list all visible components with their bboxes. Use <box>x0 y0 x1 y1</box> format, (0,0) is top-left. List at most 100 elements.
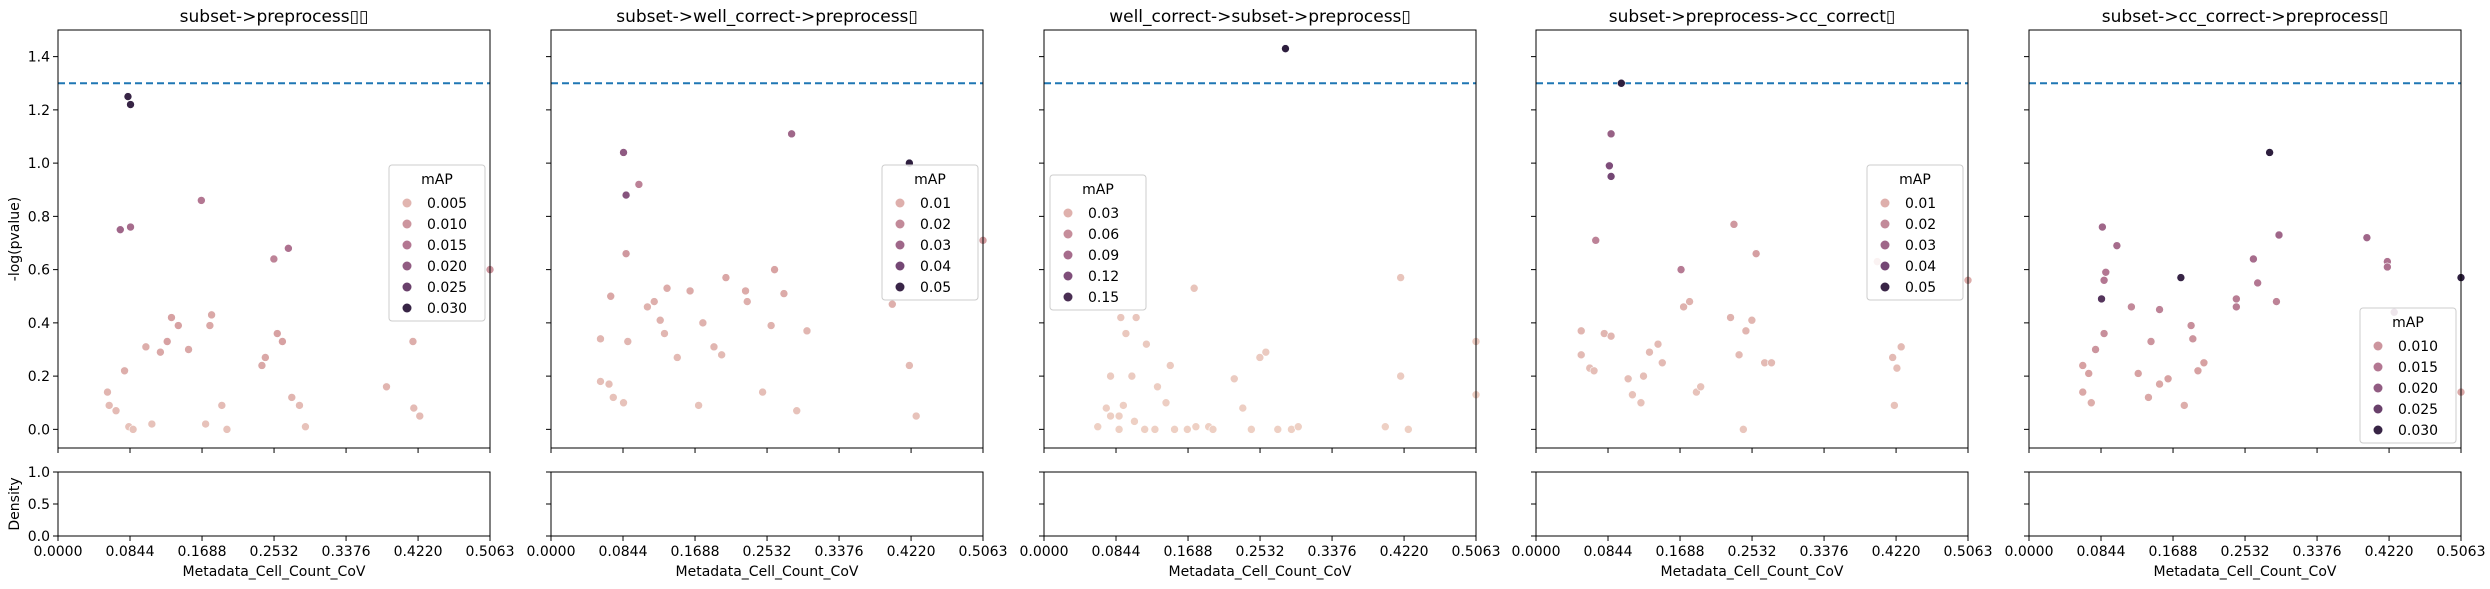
scatter-point <box>301 422 310 432</box>
scatter-points <box>596 129 988 421</box>
legend-marker <box>2373 404 2383 414</box>
x-tick-label: 0.3376 <box>1308 544 1357 560</box>
panel-4: subset->preprocess->cc_correct▯ mAP 0.01 0.… <box>1512 7 1993 580</box>
legend-marker <box>895 261 905 271</box>
scatter-point <box>1396 371 1405 381</box>
legend-marker <box>402 198 412 208</box>
x-tick-label: 0.0844 <box>2077 544 2126 560</box>
legend-marker <box>1880 240 1890 250</box>
scatter-point <box>2084 369 2094 378</box>
legend-label: 0.025 <box>427 280 467 296</box>
scatter-point <box>2188 334 2198 344</box>
panel-title: subset->preprocess->cc_correct▯ <box>1609 7 1895 27</box>
scatter-point <box>2176 273 2186 282</box>
x-axis-label: Metadata_Cell_Count_CoV <box>2154 564 2337 580</box>
x-tick-label: 0.5063 <box>1452 544 1501 560</box>
scatter-points <box>2078 148 2466 410</box>
scatter-point <box>2163 374 2173 384</box>
legend-label: 0.04 <box>920 259 951 275</box>
scatter-point <box>1119 401 1128 410</box>
panel-title: subset->well_correct->preprocess▯ <box>616 7 918 27</box>
x-tick-label: 0.3376 <box>1800 544 1849 560</box>
legend-label: 0.02 <box>1905 217 1936 233</box>
legend-label: 0.03 <box>1905 238 1936 254</box>
scatter-point <box>2179 401 2189 410</box>
scatter-point <box>1589 366 1599 376</box>
x-tick-label: 0.0844 <box>599 544 648 560</box>
scatter-point <box>1189 283 1199 293</box>
legend: mAP 0.005 0.010 0.015 0.020 0.025 0.030 <box>388 164 486 322</box>
panel-5: subset->cc_correct->preprocess▯ mAP 0.010 0… <box>2005 7 2486 580</box>
scatter-point <box>604 379 614 389</box>
y-tick-label: 1.4 <box>28 50 50 66</box>
scatter-point <box>2086 398 2096 408</box>
scatter-point <box>103 387 112 397</box>
x-tick-label: 0.4220 <box>1872 544 1921 560</box>
scatter-point <box>694 401 703 410</box>
scatter-point <box>2186 321 2196 330</box>
panel-2: subset->well_correct->preprocess▯ mAP 0.01… <box>527 7 1008 580</box>
legend-label: 0.03 <box>920 238 951 254</box>
legend-marker <box>895 219 905 229</box>
scatter-point <box>1767 358 1776 368</box>
scatter-point <box>1114 411 1124 421</box>
scatter-point <box>758 387 767 397</box>
scatter-point <box>1255 353 1265 362</box>
scatter-point <box>409 403 419 413</box>
scatter-point <box>2099 329 2109 338</box>
legend-title: mAP <box>1899 172 1931 188</box>
legend-label: 0.04 <box>1905 259 1936 275</box>
scatter-point <box>1676 265 1686 274</box>
scatter-point <box>787 129 796 139</box>
density-y-tick-label: 0.0 <box>28 529 50 545</box>
x-axis-label: Metadata_Cell_Count_CoV <box>183 564 366 580</box>
scatter-point <box>2112 241 2122 250</box>
scatter-point <box>1261 347 1271 357</box>
legend-label: 0.01 <box>920 196 951 212</box>
scatter-point <box>1114 425 1124 434</box>
scatter-point <box>1623 374 1633 384</box>
panel-title: well_correct->subset->preprocess▯ <box>1109 7 1411 27</box>
scatter-point <box>1890 401 1899 410</box>
scatter-point <box>649 297 659 306</box>
scatter-point <box>1685 297 1694 306</box>
scatter-point <box>147 419 157 429</box>
scatter-point <box>660 329 669 338</box>
scatter-point <box>2265 148 2274 157</box>
scatter-point <box>295 401 304 410</box>
scatter-point <box>120 366 129 376</box>
scatter-point <box>1281 44 1290 53</box>
scatter-point <box>2274 230 2284 240</box>
scatter-point <box>1657 358 1667 368</box>
scatter-point <box>207 310 216 320</box>
y-tick-label: 0.2 <box>28 369 50 385</box>
scatter-point <box>621 190 631 200</box>
scatter-point <box>111 406 121 416</box>
legend-label: 0.015 <box>427 238 467 254</box>
scatter-points <box>1576 78 1973 434</box>
scatter-point <box>655 315 665 325</box>
legend-marker <box>2373 362 2383 372</box>
scatter-point <box>2078 387 2088 397</box>
scatter-point <box>2091 345 2100 354</box>
density-y-tick-label: 0.5 <box>28 497 50 513</box>
legend-box <box>2359 307 2457 444</box>
legend: mAP 0.03 0.06 0.09 0.12 0.15 <box>1049 174 1147 311</box>
legend-label: 0.12 <box>1088 269 1119 285</box>
scatter-point <box>1140 425 1149 434</box>
legend-label: 0.005 <box>427 196 467 212</box>
x-tick-label: 0.0000 <box>2005 544 2054 560</box>
scatter-point <box>1636 398 1646 408</box>
legend-marker <box>1063 271 1073 281</box>
y-tick-label: 0.4 <box>28 316 50 332</box>
scatter-point <box>1892 363 1902 373</box>
scatter-point <box>2133 369 2143 378</box>
legend-marker <box>1880 198 1890 208</box>
scatter-point <box>2249 254 2258 264</box>
scatter-point <box>1679 302 1688 312</box>
scatter-point <box>742 297 752 306</box>
scatter-point <box>662 283 672 293</box>
scatter-point <box>408 337 418 346</box>
legend-marker <box>1063 229 1073 239</box>
